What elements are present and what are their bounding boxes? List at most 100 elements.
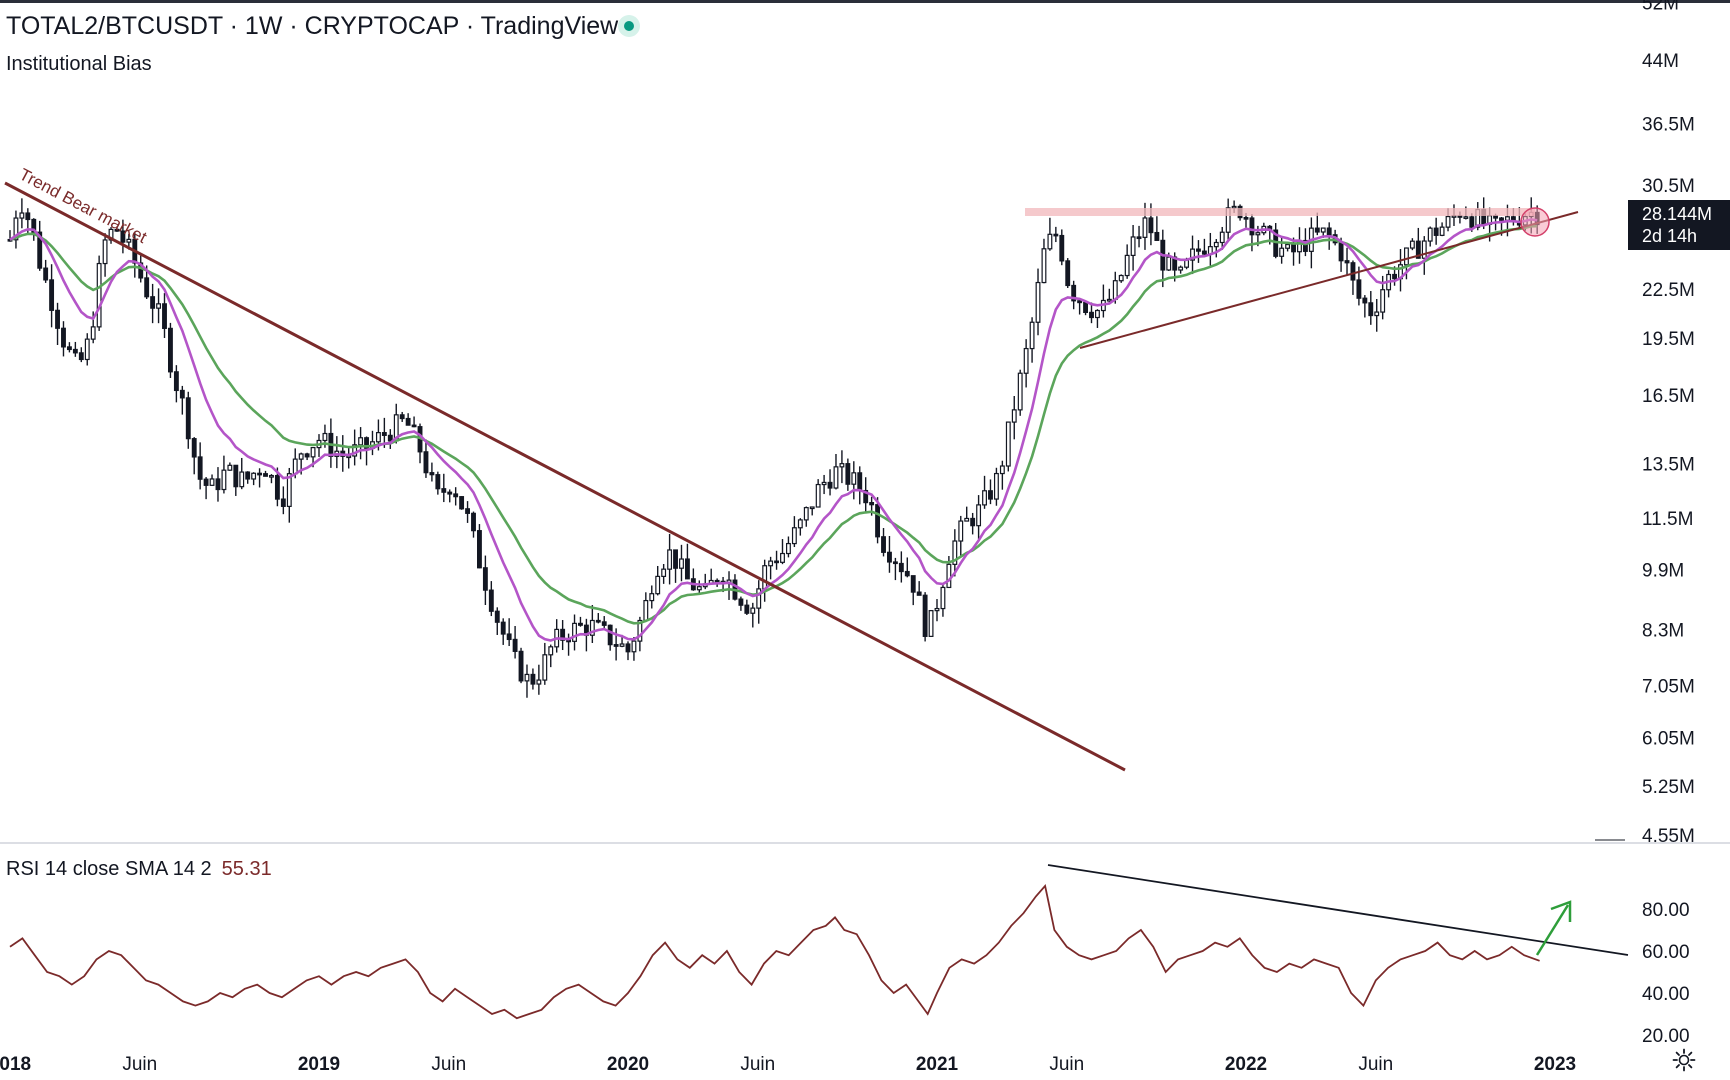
candle-body xyxy=(465,508,470,514)
candle-body xyxy=(435,474,441,490)
candle-body xyxy=(1344,260,1350,264)
candle-body xyxy=(453,493,459,498)
price-pane[interactable] xyxy=(7,197,1540,698)
candle-body xyxy=(786,542,791,555)
candle-body xyxy=(988,490,993,500)
candle-body xyxy=(179,389,185,399)
candle-body xyxy=(679,558,684,569)
candle-body xyxy=(197,456,203,480)
candle-body xyxy=(661,568,667,578)
candle-body xyxy=(156,303,161,309)
candle-body xyxy=(43,267,49,281)
candle-body xyxy=(560,628,566,641)
candle-body xyxy=(19,212,25,219)
candle-body xyxy=(952,540,958,565)
candle-body xyxy=(756,588,762,609)
candle-body xyxy=(1439,226,1445,236)
candle-body xyxy=(738,598,744,606)
candle-body xyxy=(1005,421,1011,467)
candle-body xyxy=(964,517,970,522)
candle-body xyxy=(839,463,845,468)
candle-body xyxy=(881,536,886,553)
candle-body xyxy=(102,239,108,265)
candle-body xyxy=(1023,347,1029,374)
candle-body xyxy=(138,262,144,279)
candle-body xyxy=(714,579,720,583)
candle-body xyxy=(673,549,678,569)
candle-body xyxy=(1469,216,1475,228)
candle-body xyxy=(976,504,982,527)
time-axis-label: Juin xyxy=(122,1054,157,1075)
candle-body xyxy=(1136,236,1142,240)
price-axis-label: 13.5M xyxy=(1642,454,1695,475)
candle-body xyxy=(399,414,405,420)
candle-body xyxy=(892,561,898,565)
candle-body xyxy=(405,417,411,426)
candle-body xyxy=(162,303,167,329)
candle-body xyxy=(1112,280,1118,301)
candle-body xyxy=(209,478,215,486)
candle-body xyxy=(518,650,524,682)
candle-body xyxy=(1077,300,1083,304)
candle-body xyxy=(1118,274,1124,282)
candle-body xyxy=(61,327,66,348)
candle-body xyxy=(233,464,239,488)
rsi-pane[interactable] xyxy=(9,883,1540,1020)
candle-body xyxy=(655,575,661,595)
candle-body xyxy=(1154,231,1160,241)
candle-body xyxy=(797,519,803,529)
price-axis-label: 30.5M xyxy=(1642,176,1695,197)
candle-body xyxy=(993,472,999,500)
time-axis-label: Juin xyxy=(1049,1054,1084,1075)
candle-body xyxy=(916,591,922,596)
candle-body xyxy=(1368,302,1374,317)
rsi-legend[interactable]: RSI 14 close SMA 14 2 55.31 xyxy=(6,858,272,881)
candle-body xyxy=(1350,262,1356,281)
candle-body xyxy=(286,473,292,507)
candle-body xyxy=(66,346,72,351)
breakout-arrow-shaft xyxy=(1535,904,1570,956)
candle-body xyxy=(114,228,120,232)
rsi-axis-label: 80.00 xyxy=(1642,900,1690,921)
chart-title[interactable]: TOTAL2/BTCUSDT · 1W · CRYPTOCAP · Tradin… xyxy=(6,12,619,40)
candle-body xyxy=(1404,247,1409,266)
candle-body xyxy=(762,565,768,590)
candle-body xyxy=(631,640,637,653)
candle-body xyxy=(1053,233,1059,237)
candle-body xyxy=(1302,239,1308,252)
time-axis-label: 2021 xyxy=(916,1054,959,1075)
candle-body xyxy=(1095,309,1100,319)
candle-body xyxy=(1089,311,1094,319)
candle-body xyxy=(1130,236,1136,257)
candle-body xyxy=(1083,301,1088,314)
candle-body xyxy=(257,472,263,476)
price-axis-label: 44M xyxy=(1642,51,1679,72)
candle-body xyxy=(1225,207,1231,233)
candle-body xyxy=(500,621,506,635)
rsi-axis-label: 40.00 xyxy=(1642,984,1690,1005)
candle-body xyxy=(13,217,19,241)
candle-body xyxy=(625,643,631,653)
candle-body xyxy=(55,309,60,329)
candle-body xyxy=(304,453,310,458)
settings-gear-icon[interactable] xyxy=(1672,1048,1696,1072)
candle-body xyxy=(601,621,607,626)
candle-body xyxy=(1219,231,1225,244)
candle-body xyxy=(887,551,892,563)
candle-body xyxy=(364,437,369,449)
candle-body xyxy=(827,481,833,489)
candle-body xyxy=(1505,216,1510,221)
candle-body xyxy=(1178,266,1184,271)
price-axis-label: 19.5M xyxy=(1642,329,1695,350)
candle-body xyxy=(1291,243,1296,253)
candle-body xyxy=(1392,273,1397,280)
candle-body xyxy=(512,638,518,652)
candle-body xyxy=(791,527,797,545)
indicator-label[interactable]: Institutional Bias xyxy=(6,53,152,75)
candle-body xyxy=(548,646,554,656)
candle-body xyxy=(910,575,916,593)
candle-body xyxy=(120,230,126,243)
candle-body xyxy=(274,474,280,500)
candle-body xyxy=(1196,248,1201,252)
